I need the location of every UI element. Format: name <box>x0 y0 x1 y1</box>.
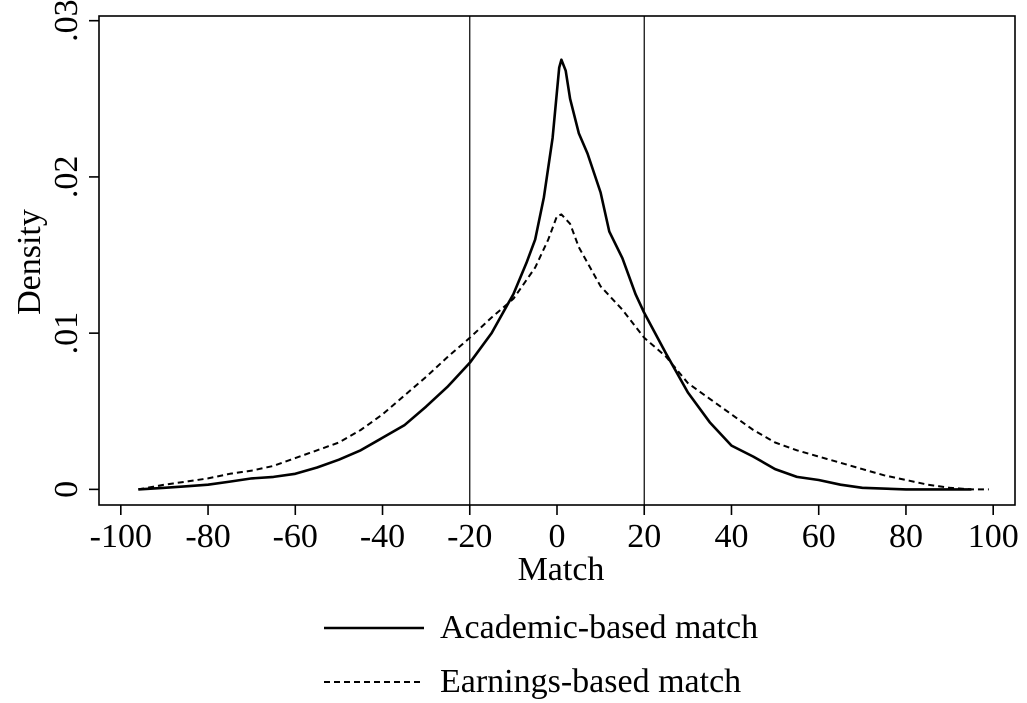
y-tick-label: 0 <box>48 481 85 498</box>
series-line <box>138 213 989 491</box>
series-layer <box>138 58 989 491</box>
x-tick-label: 20 <box>627 518 661 555</box>
x-tick-label: -60 <box>273 518 318 555</box>
x-tick-label: -100 <box>90 518 152 555</box>
x-tick-label: 80 <box>889 518 923 555</box>
legend-label: Earnings-based match <box>440 663 741 700</box>
x-tick-label: 0 <box>549 518 566 555</box>
x-tick-label: 40 <box>714 518 748 555</box>
y-axis: 0 .01 .02 .03 <box>48 0 99 498</box>
x-axis: -100 -80 -60 -40 -20 0 20 40 60 80 100 <box>90 505 1019 555</box>
x-axis-title: Match <box>518 551 605 588</box>
x-tick-label: 60 <box>802 518 836 555</box>
reference-lines <box>469 16 645 505</box>
y-tick-label: .03 <box>48 0 85 42</box>
x-tick-label: -40 <box>360 518 405 555</box>
y-axis-title: Density <box>11 209 48 315</box>
legend: Academic-based match Earnings-based match <box>324 609 758 700</box>
y-tick-label: .01 <box>48 312 85 355</box>
x-tick-label: -80 <box>185 518 230 555</box>
series-line <box>138 58 972 491</box>
y-tick-label: .02 <box>48 156 85 199</box>
x-tick-label: -20 <box>447 518 492 555</box>
legend-label: Academic-based match <box>440 609 758 646</box>
x-tick-label: 100 <box>968 518 1019 555</box>
